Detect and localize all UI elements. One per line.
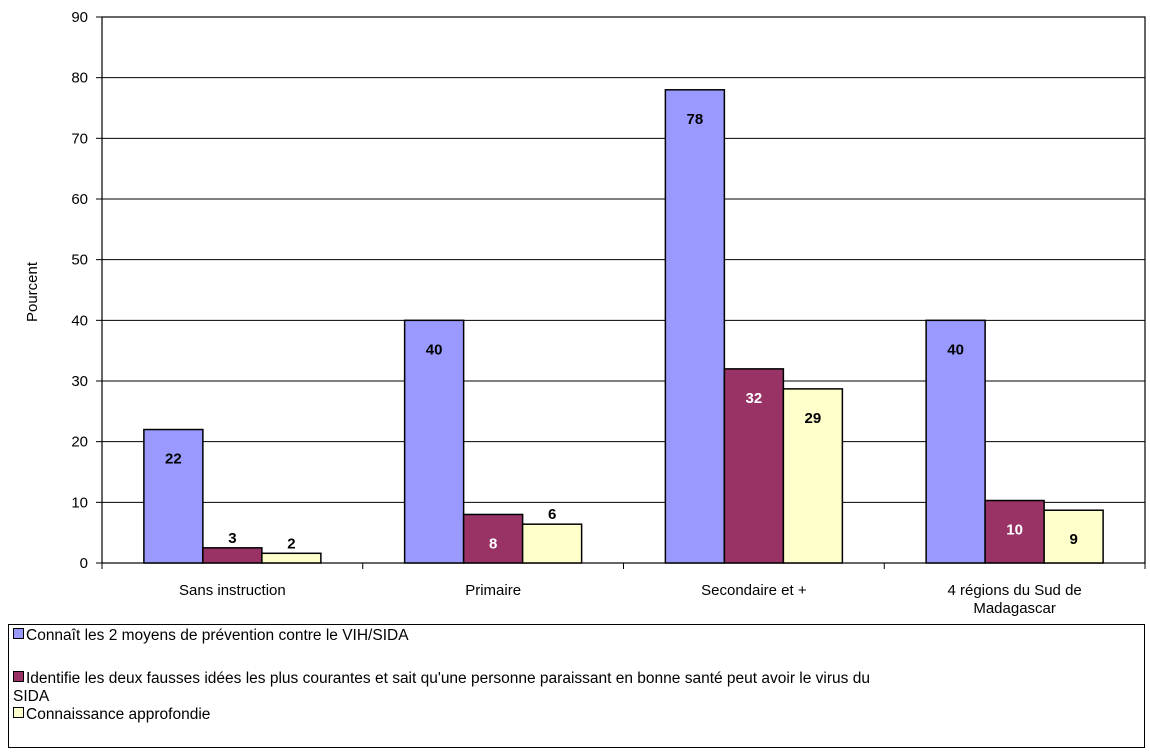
data-label: 40	[426, 341, 443, 358]
y-axis-title: Pourcent	[24, 261, 41, 322]
bars	[143, 89, 1104, 564]
legend-label-series-3: Connaissance approfondie	[26, 706, 211, 723]
y-tick-label: 10	[71, 494, 88, 511]
y-tick-label: 0	[80, 555, 88, 572]
bar-series-2	[202, 547, 263, 564]
legend-label-series-1: Connaît les 2 moyens de prévention contr…	[26, 627, 409, 644]
data-label: 3	[228, 530, 236, 547]
x-category-label: Primaire	[465, 582, 521, 599]
y-tick-label: 50	[71, 252, 88, 269]
bar-series-3	[782, 388, 844, 564]
plot-area	[101, 16, 1146, 564]
legend-item-series-1: Connaît les 2 moyens de prévention contr…	[13, 627, 409, 645]
y-tick-label: 70	[71, 130, 88, 147]
bar-series-1	[925, 319, 986, 564]
data-label: 22	[165, 451, 182, 468]
axes	[96, 16, 1146, 569]
bar-series-3	[1043, 509, 1104, 564]
x-category-label: Sans instruction	[179, 582, 286, 599]
legend-label-series-2: Identifie les deux fausses idées les plu…	[26, 670, 870, 687]
legend-item-series-2: Identifie les deux fausses idées les plu…	[13, 670, 870, 706]
y-tick-label: 60	[71, 191, 88, 208]
data-label: 8	[489, 535, 497, 552]
x-category-label: 4 régions du Sud de	[947, 582, 1081, 599]
legend-item-series-3: Connaissance approfondie	[13, 706, 210, 724]
bar-series-3	[261, 552, 322, 564]
y-tick-label: 90	[71, 9, 88, 26]
bar-series-2	[984, 499, 1045, 564]
data-label: 40	[947, 341, 964, 358]
data-label: 9	[1069, 531, 1077, 548]
data-label: 2	[287, 535, 295, 552]
legend: Connaît les 2 moyens de prévention contr…	[8, 624, 1145, 748]
x-category-label: Secondaire et +	[701, 582, 807, 599]
x-category-label: Madagascar	[973, 600, 1056, 617]
bar-series-3	[521, 523, 583, 564]
bar-series-1	[664, 89, 726, 564]
bar-series-1	[143, 428, 204, 564]
legend-swatch-series-2	[13, 671, 24, 682]
data-label: 10	[1006, 522, 1023, 539]
data-label: 32	[746, 390, 763, 407]
data-label: 78	[687, 111, 704, 128]
y-tick-label: 20	[71, 434, 88, 451]
data-label: 29	[805, 410, 822, 427]
legend-swatch-series-3	[13, 707, 24, 718]
y-tick-label: 80	[71, 70, 88, 87]
y-tick-label: 30	[71, 373, 88, 390]
legend-label-series-2-cont: SIDA	[13, 688, 50, 705]
legend-swatch-series-1	[13, 628, 24, 639]
y-tick-label: 40	[71, 312, 88, 329]
data-label: 6	[548, 506, 556, 523]
bar-series-1	[403, 319, 465, 564]
gridlines	[101, 16, 1146, 564]
